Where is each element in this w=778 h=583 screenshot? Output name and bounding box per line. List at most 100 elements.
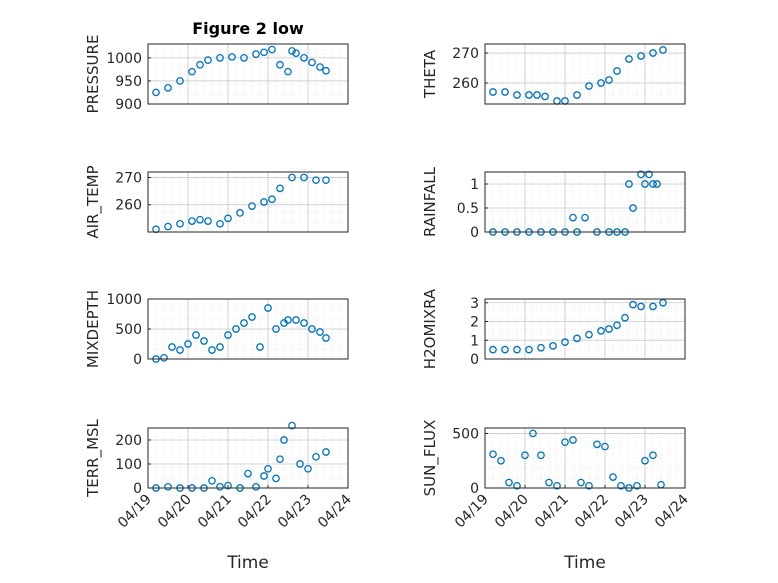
chart-title: Figure 2 low [192,19,304,38]
data-point [641,180,649,188]
y-axis-label: RAINFALL [421,166,439,237]
data-point [188,67,196,76]
y-axis-label: H2OMIXRA [421,288,439,369]
data-point [196,60,204,69]
data-point [276,60,284,69]
y-tick-label: 260 [452,76,479,92]
data-point [501,88,509,96]
data-point [513,481,521,490]
data-point [497,456,505,465]
y-axis-label: THETA [421,49,439,99]
data-point [645,170,653,179]
data-point [577,478,585,487]
axes-frame [147,171,349,233]
y-axis-label: SUN_FLUX [421,420,440,497]
data-point [573,91,581,99]
data-point [316,63,324,71]
data-point [224,481,232,490]
data-point [322,334,330,342]
data-point [641,456,649,465]
data-point [248,202,256,210]
data-point [581,213,589,222]
data-point [649,302,657,311]
y-axis-label: AIR_TEMP [84,165,103,238]
y-tick-label: 0 [470,352,479,368]
data-point [256,343,264,351]
data-point [288,173,296,182]
data-point [637,170,645,179]
data-point [561,438,569,447]
data-point [252,482,260,491]
data-point [240,53,248,62]
data-point [649,49,657,57]
x-tick-label: 04/22 [572,492,612,532]
data-point [312,176,320,185]
data-point [569,213,577,222]
y-tick-label: 0 [470,481,479,497]
data-point [553,481,561,490]
y-tick-label: 200 [115,433,142,449]
data-point [248,313,256,321]
data-point [653,180,661,188]
data-point [196,215,204,224]
data-point [513,91,521,99]
data-point [292,316,300,324]
y-tick-label: 950 [115,74,142,90]
data-point [188,217,196,225]
data-point [593,440,601,449]
data-point [276,455,284,464]
data-point [176,219,184,228]
x-tick-label: 04/24 [652,491,692,531]
data-point [284,316,292,324]
axes-frame [484,298,686,360]
data-point [505,478,513,487]
x-tick-label: 04/23 [612,492,652,532]
x-tick-label: 04/19 [452,492,492,532]
data-point [613,67,621,75]
data-point [541,92,549,101]
data-point [649,180,657,188]
data-point [621,313,629,322]
y-tick-label: 1000 [106,51,142,67]
data-point [288,421,296,430]
data-point [312,452,320,461]
data-point [204,217,212,225]
data-point [322,176,330,185]
data-point [152,88,160,97]
data-point [585,82,593,90]
y-tick-label: 100 [115,457,142,473]
data-point [176,77,184,85]
data-point [537,343,545,352]
data-point [272,474,280,483]
panel-terr-msl: 0 100 200 04/19 04/20 04/21 04/22 04/23 04/24 TER… [84,418,355,573]
data-point [561,338,569,346]
data-point [625,55,633,63]
data-point [164,222,172,231]
data-point [597,327,605,335]
data-point [284,67,292,76]
data-point [260,198,268,206]
y-tick-label: 1000 [106,292,142,308]
data-point [529,429,537,438]
data-point [192,331,200,339]
data-point [629,204,637,212]
axes-frame [484,171,686,233]
data-point [617,481,625,490]
data-point [268,45,276,54]
data-point [184,340,192,348]
data-point [228,53,236,61]
x-axis-label: Time [226,553,269,573]
data-point [573,334,581,343]
y-tick-label: 0.5 [457,201,479,217]
data-point [240,319,248,327]
data-point [204,56,212,65]
data-point [569,436,577,444]
data-point [585,481,593,490]
data-point [659,46,667,54]
data-point [216,343,224,351]
panel-rainfall: 0 0.5 1 RAINFALL [421,166,686,241]
data-point [613,321,621,330]
data-point [605,325,613,333]
data-point [260,48,268,57]
